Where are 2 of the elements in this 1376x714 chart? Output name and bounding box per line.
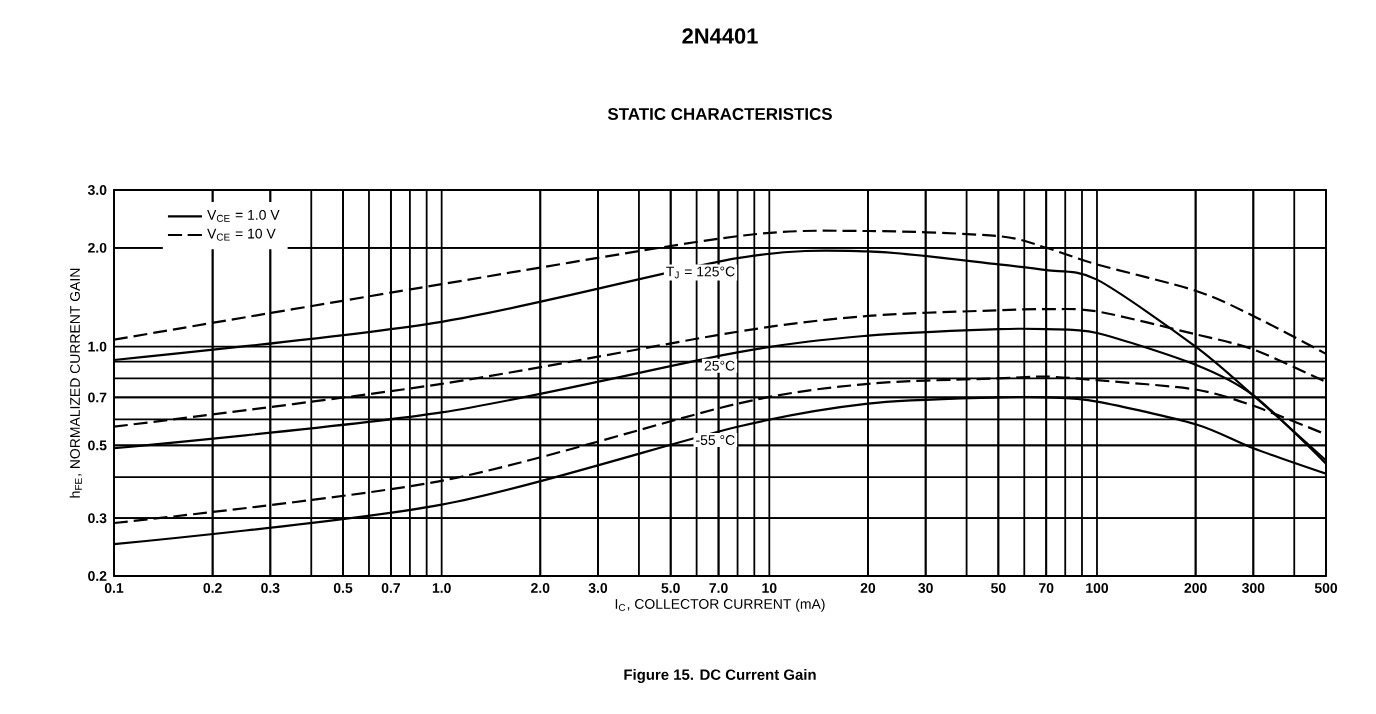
chart-title: 2N4401 (682, 28, 758, 44)
chart-subtitle: STATIC CHARACTERISTICS (607, 108, 832, 120)
